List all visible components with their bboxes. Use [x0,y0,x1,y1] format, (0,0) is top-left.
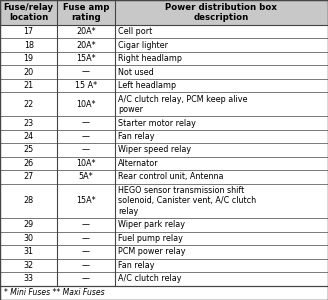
Text: 15A*: 15A* [76,54,96,63]
Text: Fuse/relay
location: Fuse/relay location [4,3,54,22]
Text: 20: 20 [24,68,34,76]
Bar [0,25,328,38]
Text: 10A*: 10A* [76,159,96,168]
Text: —: — [82,118,90,127]
Bar [0,38,328,52]
Text: 27: 27 [24,172,34,182]
Text: 20A*: 20A* [76,27,96,36]
Bar [0,170,328,184]
Bar [0,184,328,218]
Text: Fuel pump relay: Fuel pump relay [118,234,183,243]
Bar [0,130,328,143]
Text: 30: 30 [24,234,34,243]
Bar [0,116,328,130]
Text: PCM power relay: PCM power relay [118,248,185,256]
Text: 20A*: 20A* [76,41,96,50]
Text: 19: 19 [24,54,34,63]
Text: —: — [82,146,90,154]
Bar [0,259,328,272]
Text: Cell port: Cell port [118,27,152,36]
Text: 10A*: 10A* [76,100,96,109]
Text: 15 A*: 15 A* [75,81,97,90]
Text: —: — [82,261,90,270]
Bar [0,143,328,157]
Text: 26: 26 [24,159,34,168]
Bar [0,157,328,170]
Bar [0,79,328,92]
Text: —: — [82,132,90,141]
Text: Right headlamp: Right headlamp [118,54,182,63]
Text: Fan relay: Fan relay [118,261,154,270]
Text: 25: 25 [24,146,34,154]
Text: —: — [82,274,90,283]
Text: Alternator: Alternator [118,159,158,168]
Text: Cigar lighter: Cigar lighter [118,41,168,50]
Text: 17: 17 [24,27,34,36]
Bar [0,218,328,232]
Bar [0,232,328,245]
Text: 21: 21 [24,81,34,90]
Text: 33: 33 [24,274,34,283]
Text: A/C clutch relay: A/C clutch relay [118,274,181,283]
Text: 24: 24 [24,132,34,141]
Bar [0,92,328,116]
Text: —: — [82,68,90,76]
Text: 29: 29 [24,220,34,230]
Text: 23: 23 [24,118,34,127]
Text: —: — [82,248,90,256]
Bar [0,272,328,286]
Text: —: — [82,234,90,243]
Bar [0,245,328,259]
Text: 5A*: 5A* [79,172,93,182]
Bar [0,286,328,300]
Text: Wiper speed relay: Wiper speed relay [118,146,191,154]
Text: Rear control unit, Antenna: Rear control unit, Antenna [118,172,223,182]
Text: Wiper park relay: Wiper park relay [118,220,185,230]
Text: 28: 28 [24,196,34,206]
Text: Not used: Not used [118,68,154,76]
Bar [0,0,328,25]
Text: Starter motor relay: Starter motor relay [118,118,196,127]
Text: Power distribution box
description: Power distribution box description [165,3,277,22]
Text: Left headlamp: Left headlamp [118,81,176,90]
Bar [0,65,328,79]
Text: A/C clutch relay, PCM keep alive
power: A/C clutch relay, PCM keep alive power [118,94,247,114]
Text: 15A*: 15A* [76,196,96,206]
Text: —: — [82,220,90,230]
Text: 31: 31 [24,248,34,256]
Text: 32: 32 [24,261,34,270]
Text: 18: 18 [24,41,34,50]
Text: * Mini Fuses ** Maxi Fuses: * Mini Fuses ** Maxi Fuses [4,288,105,297]
Text: Fan relay: Fan relay [118,132,154,141]
Text: 22: 22 [24,100,34,109]
Bar [0,52,328,65]
Text: Fuse amp
rating: Fuse amp rating [63,3,109,22]
Text: HEGO sensor transmission shift
solenoid, Canister vent, A/C clutch
relay: HEGO sensor transmission shift solenoid,… [118,186,256,216]
